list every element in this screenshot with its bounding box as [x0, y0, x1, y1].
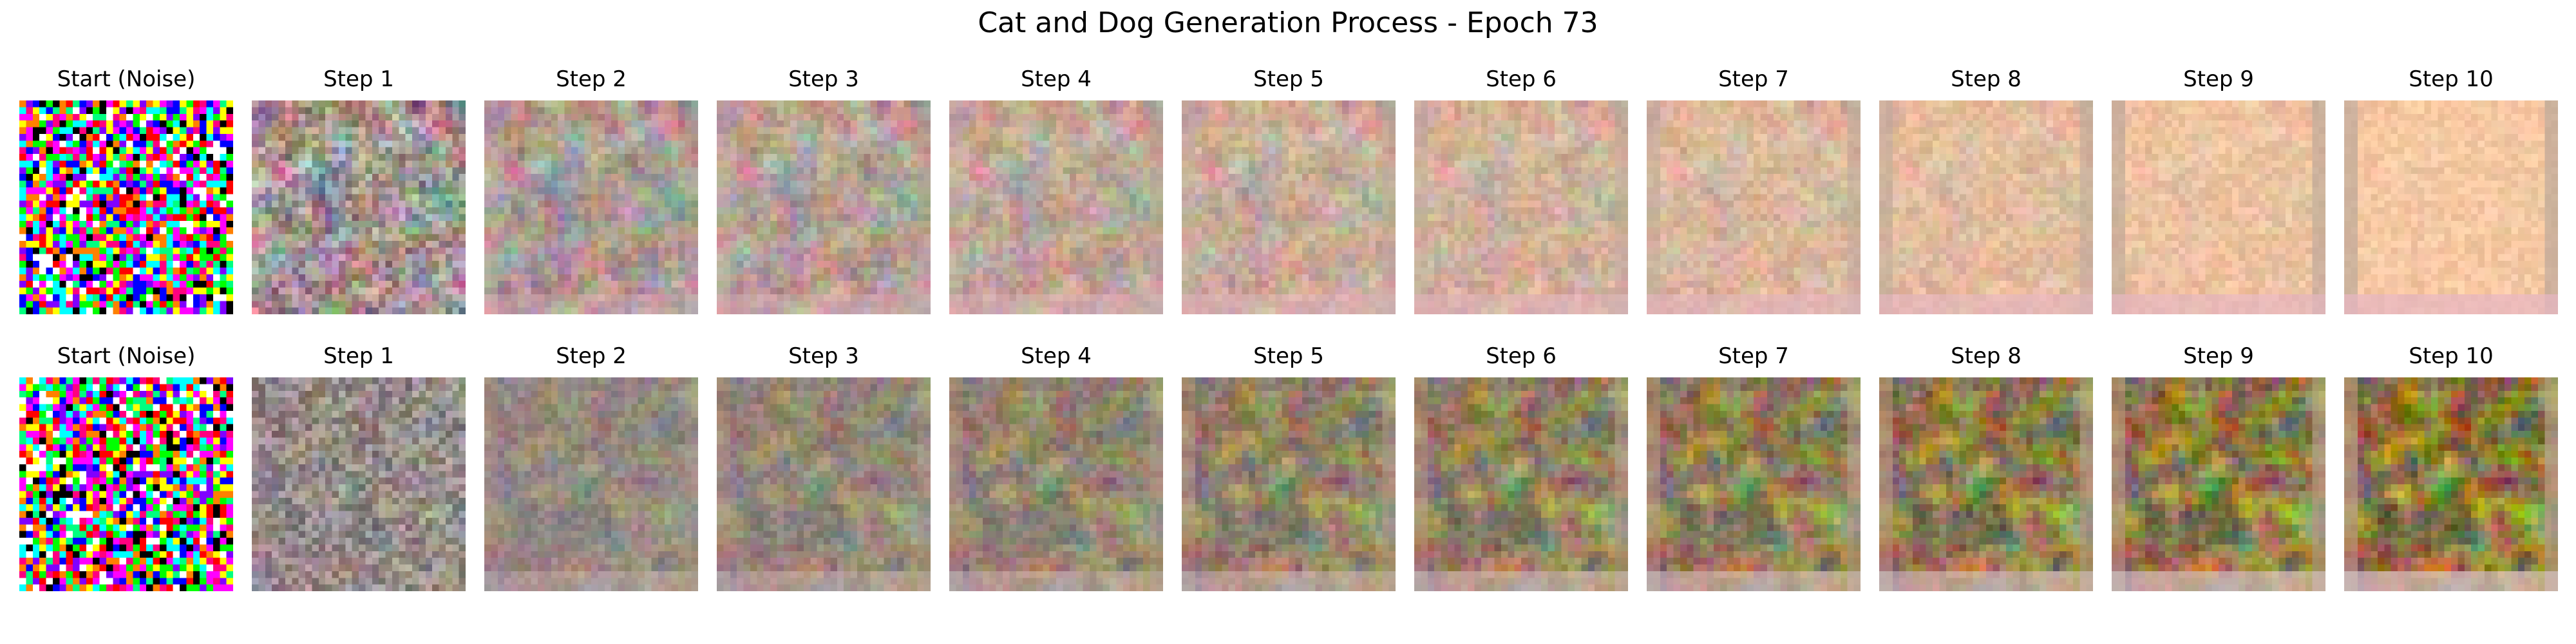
panel-step-7: Step 7 [1647, 64, 1861, 322]
panel-step-10: Step 10 [2344, 341, 2558, 599]
generated-image [252, 377, 466, 591]
generated-image [1647, 377, 1861, 591]
panel-step-9: Step 9 [2112, 341, 2325, 599]
panel-step-8: Step 8 [1879, 64, 2093, 322]
panel-step-10: Step 10 [2344, 64, 2558, 322]
panel-title: Step 7 [1634, 64, 1873, 94]
panel-start-noise: Start (Noise) [19, 341, 233, 599]
generated-image [2112, 377, 2325, 591]
generated-image [19, 377, 233, 591]
panel-start-noise: Start (Noise) [19, 64, 233, 322]
panel-step-1: Step 1 [252, 64, 466, 322]
generated-image [19, 100, 233, 314]
panel-step-3: Step 3 [717, 341, 931, 599]
panel-title: Step 6 [1401, 341, 1641, 371]
panel-step-4: Step 4 [949, 341, 1163, 599]
generated-image [484, 377, 698, 591]
panel-step-2: Step 2 [484, 64, 698, 322]
generated-image [252, 100, 466, 314]
generated-image [1647, 100, 1861, 314]
panel-title: Step 10 [2331, 64, 2571, 94]
generated-image [1879, 377, 2093, 591]
panel-title: Step 9 [2099, 341, 2338, 371]
generated-image [1879, 100, 2093, 314]
panel-title: Step 6 [1401, 64, 1641, 94]
generated-image [1414, 377, 1628, 591]
figure-title: Cat and Dog Generation Process - Epoch 7… [0, 4, 2576, 43]
generated-image [717, 377, 931, 591]
panel-title: Step 10 [2331, 341, 2571, 371]
panel-title: Step 7 [1634, 341, 1873, 371]
panel-step-3: Step 3 [717, 64, 931, 322]
panel-step-1: Step 1 [252, 341, 466, 599]
panel-step-8: Step 8 [1879, 341, 2093, 599]
generated-image [2112, 100, 2325, 314]
panel-title: Step 1 [239, 64, 478, 94]
panel-title: Start (Noise) [6, 64, 246, 94]
panel-title: Step 9 [2099, 64, 2338, 94]
panel-title: Step 4 [936, 341, 1176, 371]
generated-image [717, 100, 931, 314]
generated-image [1182, 377, 1396, 591]
panel-step-6: Step 6 [1414, 64, 1628, 322]
panel-title: Step 2 [471, 64, 711, 94]
panel-step-4: Step 4 [949, 64, 1163, 322]
panel-step-7: Step 7 [1647, 341, 1861, 599]
generated-image [484, 100, 698, 314]
panel-title: Step 1 [239, 341, 478, 371]
panel-title: Step 5 [1169, 64, 1408, 94]
panel-title: Step 4 [936, 64, 1176, 94]
panel-title: Step 5 [1169, 341, 1408, 371]
panel-title: Step 3 [704, 341, 943, 371]
panel-title: Step 8 [1866, 341, 2106, 371]
panel-step-9: Step 9 [2112, 64, 2325, 322]
panel-step-6: Step 6 [1414, 341, 1628, 599]
generated-image [2344, 377, 2558, 591]
generation-row-cat: Start (Noise) Step 1 Step 2 Step 3 Step … [0, 64, 2576, 322]
generated-image [1414, 100, 1628, 314]
panel-title: Step 3 [704, 64, 943, 94]
generated-image [949, 377, 1163, 591]
panel-title: Start (Noise) [6, 341, 246, 371]
generation-row-dog: Start (Noise) Step 1 Step 2 Step 3 Step … [0, 341, 2576, 599]
panel-step-5: Step 5 [1182, 64, 1396, 322]
panel-step-5: Step 5 [1182, 341, 1396, 599]
panel-title: Step 2 [471, 341, 711, 371]
generated-image [1182, 100, 1396, 314]
panel-title: Step 8 [1866, 64, 2106, 94]
generated-image [949, 100, 1163, 314]
panel-step-2: Step 2 [484, 341, 698, 599]
generated-image [2344, 100, 2558, 314]
